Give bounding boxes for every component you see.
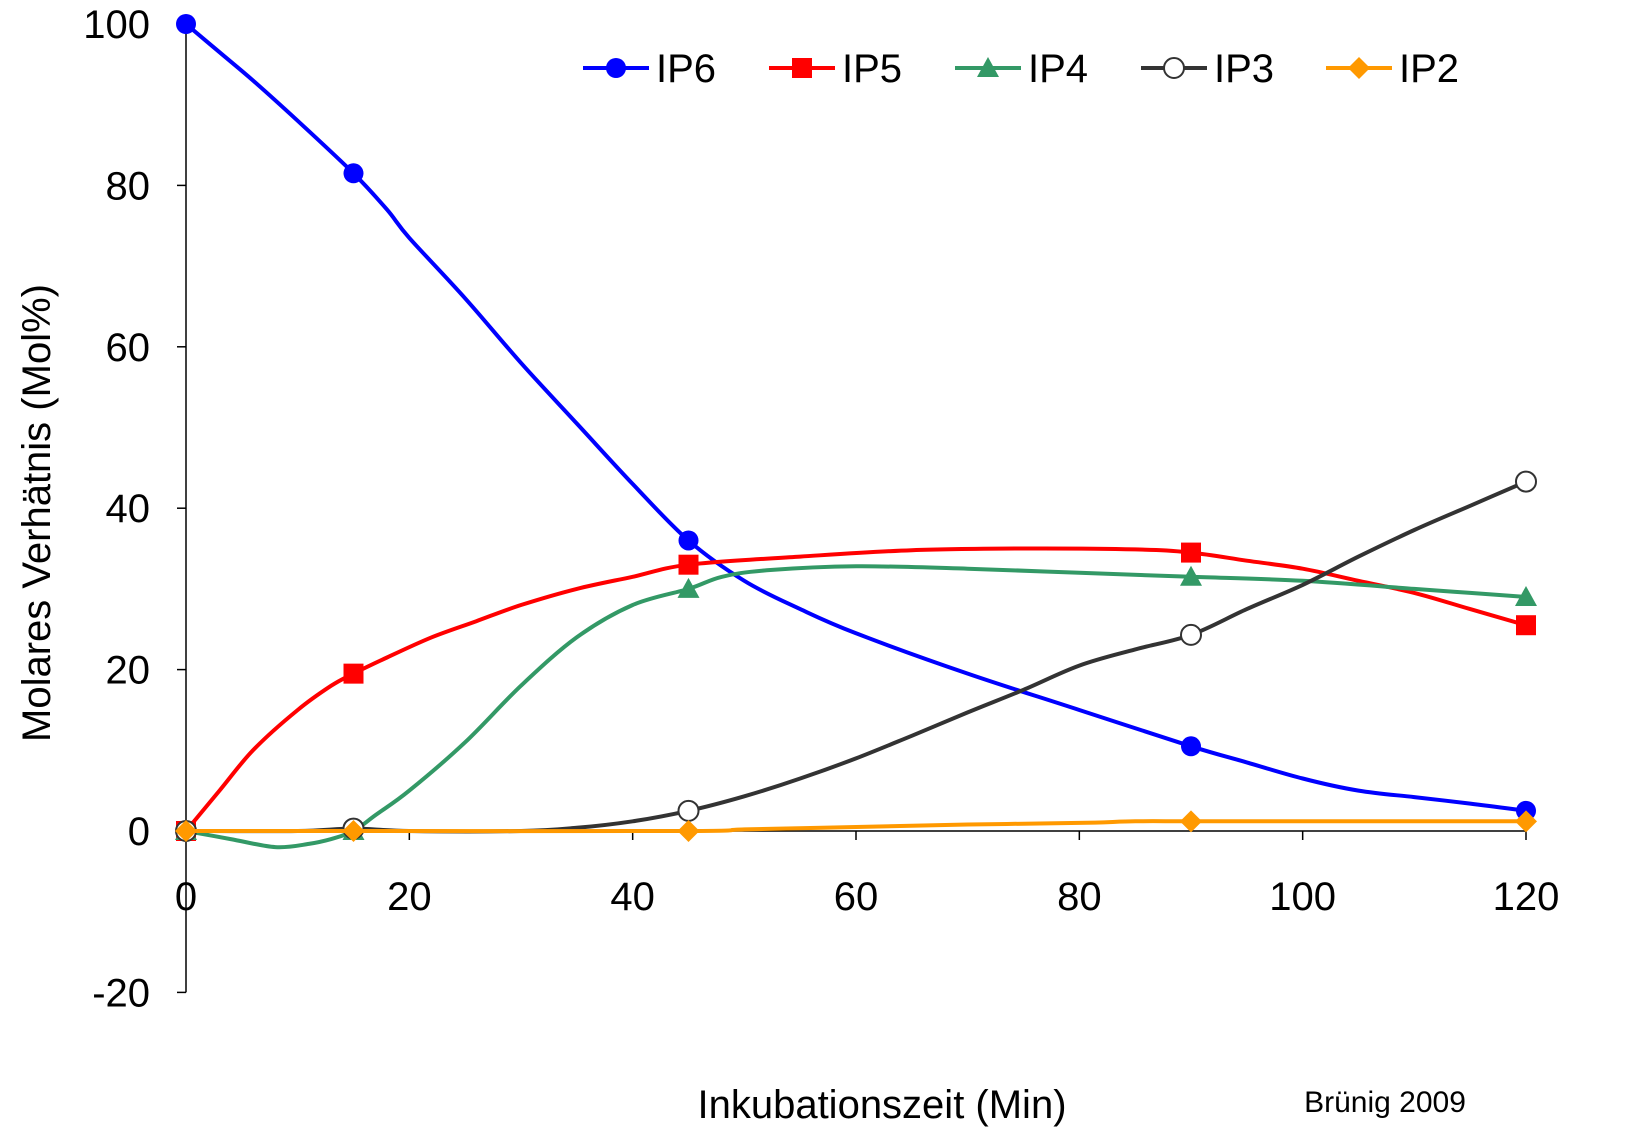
data-point-ip2: [342, 820, 365, 842]
x-tick-label: 100: [1269, 875, 1336, 919]
data-point-ip5: [1181, 542, 1201, 563]
data-point-ip6: [343, 163, 364, 184]
legend-item-ip4: IP4: [955, 47, 1088, 91]
series-ip2: [175, 810, 1537, 842]
data-point-ip2: [1180, 810, 1202, 833]
y-tick-label: 80: [106, 164, 151, 208]
y-axis-ticks: -20 0 20 40 60 80 100: [83, 3, 186, 1015]
data-point-ip6: [176, 14, 196, 34]
series-ip4: [175, 564, 1537, 850]
y-axis-title: Molares Verhätnis (Mol%): [15, 284, 59, 742]
legend-item-ip3: IP3: [1141, 47, 1274, 91]
data-point-ip2: [175, 820, 197, 842]
x-tick-label: 40: [610, 875, 655, 919]
series-line-ip4: [184, 564, 1528, 850]
series-layer: [175, 14, 1537, 850]
data-point-ip6: [1181, 736, 1201, 757]
x-tick-label: 80: [1057, 875, 1102, 919]
data-point-ip6: [678, 530, 699, 551]
legend-marker: [1348, 57, 1370, 79]
data-point-ip5: [1516, 615, 1536, 636]
legend-label: IP2: [1399, 47, 1459, 91]
x-tick-label: 120: [1493, 875, 1560, 919]
legend-item-ip6: IP6: [583, 47, 716, 91]
data-point-ip4: [1515, 585, 1537, 606]
series-ip6: [176, 14, 1536, 821]
data-point-ip5: [678, 554, 699, 575]
series-line-ip5: [184, 546, 1528, 833]
data-point-ip3: [1180, 623, 1202, 646]
y-tick-label: 60: [106, 326, 151, 370]
legend-marker: [792, 58, 812, 78]
series-ip5: [176, 542, 1536, 841]
credit-text: Brünig 2009: [1304, 1086, 1466, 1119]
legend-item-ip2: IP2: [1326, 47, 1459, 91]
legend-marker: [1163, 57, 1185, 79]
y-tick-label: -20: [92, 971, 150, 1015]
legend-marker: [606, 58, 626, 78]
legend-label: IP5: [842, 47, 902, 91]
legend: IP6 IP5 IP4 IP3 IP2: [583, 47, 1459, 91]
x-tick-label: 20: [387, 875, 432, 919]
y-tick-label: 20: [106, 649, 151, 693]
data-point-ip2: [677, 820, 700, 842]
data-point-ip3: [677, 799, 700, 822]
series-line-ip6: [184, 22, 1528, 813]
legend-label: IP6: [656, 47, 716, 91]
data-point-ip4: [677, 577, 700, 598]
chart-axes: [185, 24, 1526, 993]
legend-label: IP4: [1028, 47, 1088, 91]
x-axis-ticks: 0 20 40 60 80 100 120: [175, 831, 1560, 919]
y-tick-label: 100: [83, 3, 150, 47]
series-line-ip2: [184, 819, 1528, 834]
data-point-ip4: [1180, 565, 1202, 586]
x-tick-label: 0: [175, 875, 197, 919]
x-tick-label: 60: [834, 875, 879, 919]
x-axis-title: Inkubationszeit (Min): [697, 1083, 1066, 1127]
y-tick-label: 40: [106, 487, 151, 531]
y-tick-label: 0: [128, 810, 150, 854]
data-point-ip2: [1515, 810, 1537, 833]
legend-marker: [977, 57, 999, 77]
legend-item-ip5: IP5: [769, 47, 902, 91]
data-point-ip3: [1515, 470, 1537, 493]
data-point-ip5: [343, 663, 364, 684]
legend-label: IP3: [1214, 47, 1274, 91]
